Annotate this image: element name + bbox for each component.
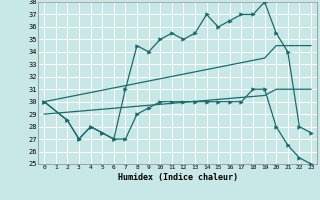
X-axis label: Humidex (Indice chaleur): Humidex (Indice chaleur) [118,173,238,182]
